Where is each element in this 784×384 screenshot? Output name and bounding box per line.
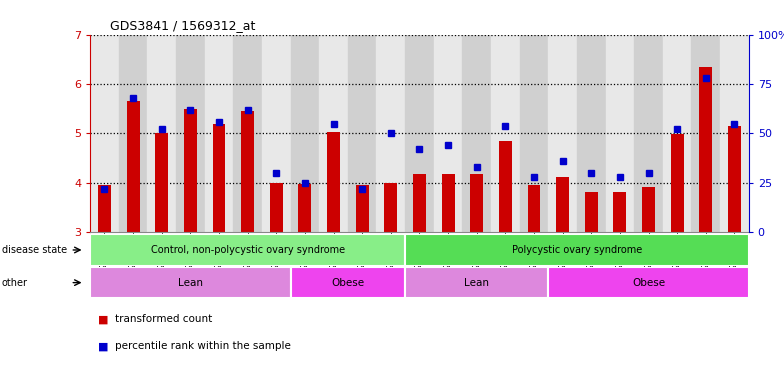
- Bar: [662, 35, 691, 232]
- Bar: [642, 187, 655, 232]
- Bar: [728, 126, 741, 232]
- Bar: [270, 183, 283, 232]
- Bar: [348, 35, 376, 232]
- Bar: [634, 35, 662, 232]
- Bar: [234, 35, 262, 232]
- Bar: [119, 35, 147, 232]
- Text: Lean: Lean: [178, 278, 203, 288]
- Bar: [147, 35, 176, 232]
- Bar: [413, 174, 426, 232]
- Bar: [556, 177, 569, 232]
- Text: Polycystic ovary syndrome: Polycystic ovary syndrome: [512, 245, 642, 255]
- Bar: [613, 192, 626, 232]
- Bar: [90, 267, 291, 298]
- Text: GDS3841 / 1569312_at: GDS3841 / 1569312_at: [110, 19, 256, 32]
- Bar: [299, 184, 311, 232]
- Bar: [241, 111, 254, 232]
- Text: other: other: [2, 278, 27, 288]
- Bar: [520, 35, 548, 232]
- Bar: [405, 35, 434, 232]
- Bar: [405, 234, 749, 266]
- Bar: [585, 192, 597, 232]
- Bar: [699, 67, 712, 232]
- Bar: [491, 35, 520, 232]
- Bar: [184, 109, 197, 232]
- Bar: [90, 35, 119, 232]
- Bar: [384, 183, 397, 232]
- Bar: [291, 35, 319, 232]
- Bar: [90, 234, 405, 266]
- Text: ■: ■: [98, 314, 108, 324]
- Bar: [691, 35, 720, 232]
- Bar: [212, 124, 226, 232]
- Bar: [548, 35, 577, 232]
- Text: ■: ■: [98, 341, 108, 351]
- Bar: [441, 174, 455, 232]
- Bar: [262, 35, 291, 232]
- Text: Obese: Obese: [332, 278, 365, 288]
- Text: disease state: disease state: [2, 245, 67, 255]
- Bar: [205, 35, 234, 232]
- Bar: [463, 35, 491, 232]
- Text: percentile rank within the sample: percentile rank within the sample: [115, 341, 291, 351]
- Bar: [548, 267, 749, 298]
- Text: transformed count: transformed count: [115, 314, 212, 324]
- Bar: [176, 35, 205, 232]
- Bar: [291, 267, 405, 298]
- Bar: [376, 35, 405, 232]
- Bar: [319, 35, 348, 232]
- Bar: [155, 134, 169, 232]
- Bar: [470, 174, 483, 232]
- Bar: [528, 185, 540, 232]
- Text: Obese: Obese: [632, 278, 665, 288]
- Bar: [720, 35, 749, 232]
- Bar: [356, 185, 368, 232]
- Bar: [434, 35, 463, 232]
- Bar: [327, 132, 340, 232]
- Bar: [577, 35, 605, 232]
- Bar: [499, 141, 512, 232]
- Bar: [605, 35, 634, 232]
- Bar: [670, 134, 684, 232]
- Text: Control, non-polycystic ovary syndrome: Control, non-polycystic ovary syndrome: [151, 245, 345, 255]
- Text: Lean: Lean: [464, 278, 489, 288]
- Bar: [405, 267, 548, 298]
- Bar: [98, 185, 111, 232]
- Bar: [127, 101, 140, 232]
